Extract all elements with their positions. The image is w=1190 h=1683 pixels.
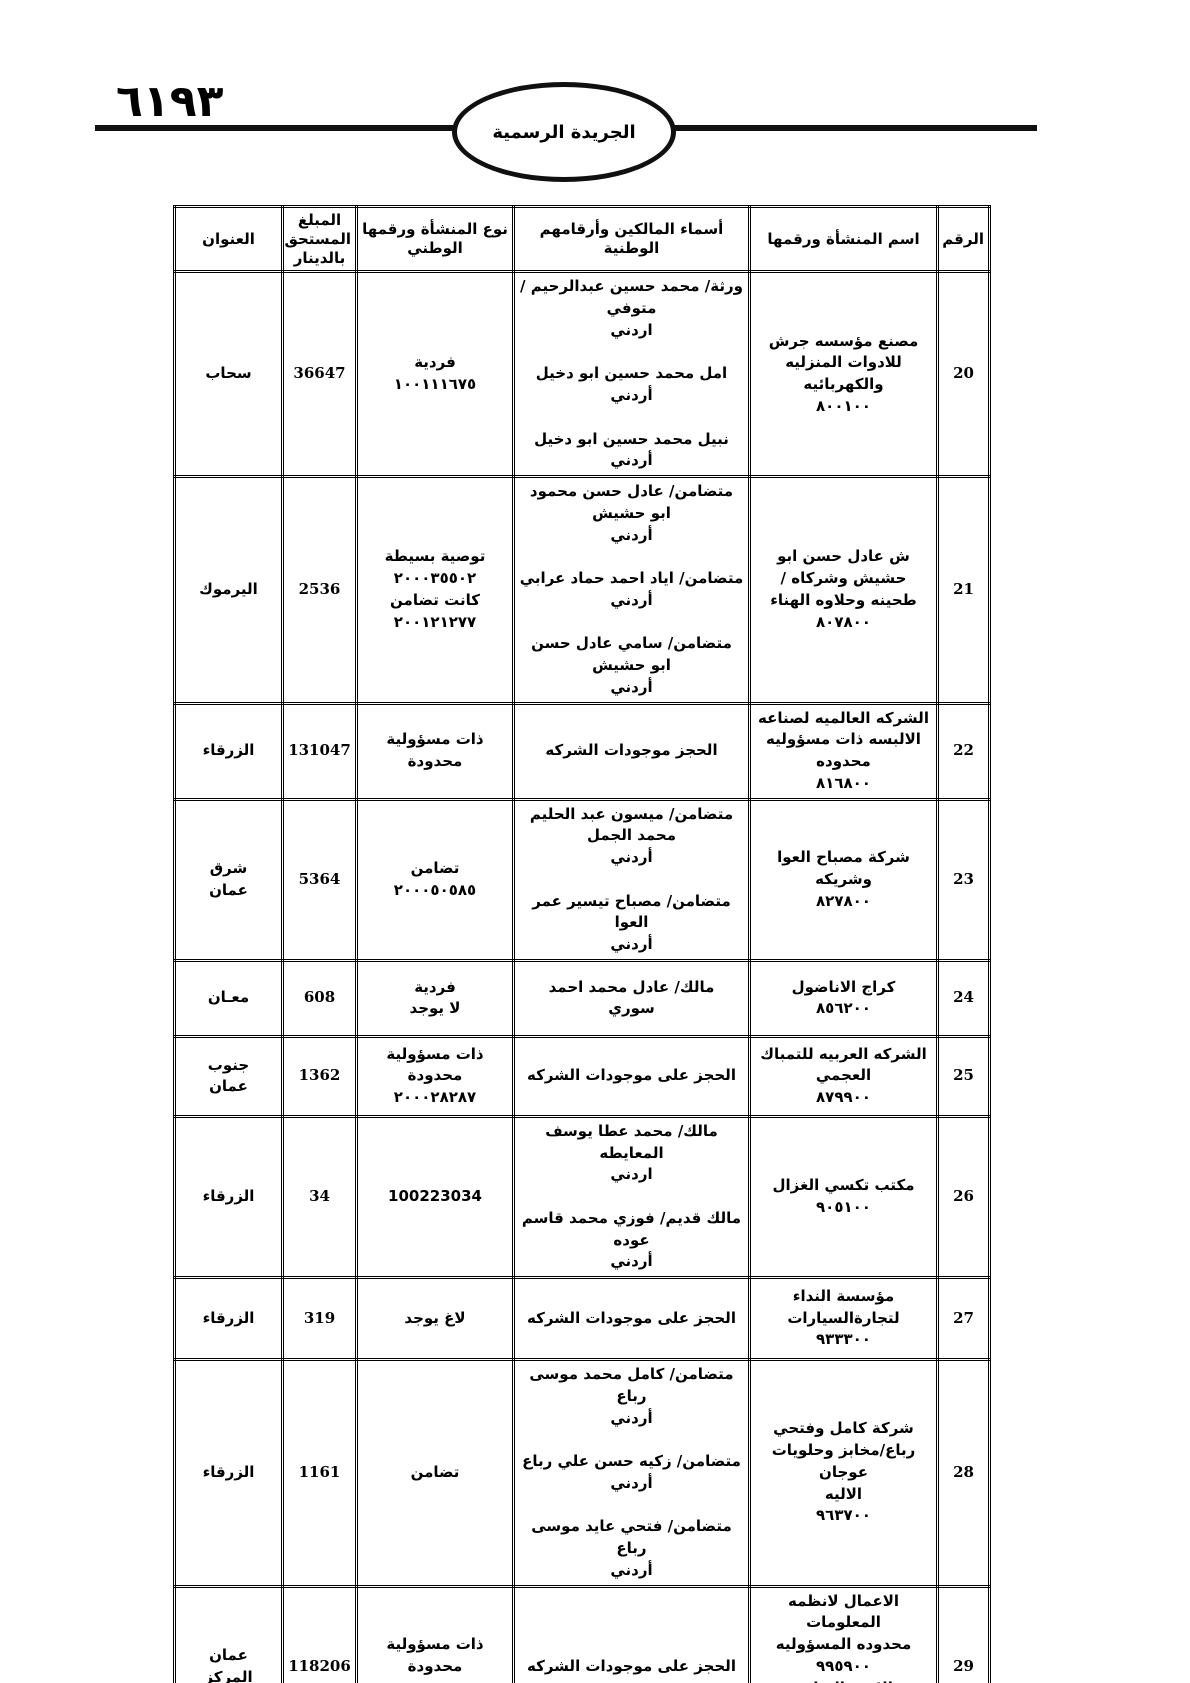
table-row: 27 مؤسسة النداء لتجارةالسيارات ٩٣٣٣٠٠ ال… — [173, 1276, 991, 1361]
table-row: 23 شركة مصباح العوا وشريكه ٨٢٧٨٠٠ متضامن… — [173, 797, 991, 962]
owners-cell: الحجز موجودات الشركه — [512, 701, 751, 801]
establishment-name: مؤسسة النداء لتجارةالسيارات ٩٣٣٣٠٠ — [748, 1276, 939, 1361]
owners-cell: متضامن/ كامل محمد موسى رباع أردني متضامن… — [512, 1358, 751, 1588]
amount-due: 5364 — [281, 797, 358, 962]
row-number: 26 — [936, 1114, 991, 1280]
establishment-name: كراج الاناضول ٨٥٦٢٠٠ — [748, 958, 939, 1038]
owners-cell: الحجز على موجودات الشركه — [512, 1276, 751, 1361]
establishment-type: تضامن ٢٠٠٠٥٠٥٨٥ — [355, 797, 515, 962]
amount-due: 608 — [281, 958, 358, 1038]
establishments-table: الرقم اسم المنشأة ورقمها أسماء المالكين … — [173, 204, 991, 1683]
address-cell: الزرقاء — [173, 1276, 284, 1361]
table-row: 24 كراج الاناضول ٨٥٦٢٠٠ مالك/ عادل محمد … — [173, 958, 991, 1038]
row-number: 22 — [936, 701, 991, 801]
header-owners: أسماء المالكين وأرقامهم الوطنية — [512, 204, 751, 274]
establishment-type: ذات مسؤولية محدودة — [355, 701, 515, 801]
row-number: 23 — [936, 797, 991, 962]
address-cell: الزرقاء — [173, 1358, 284, 1588]
amount-due: 131047 — [281, 701, 358, 801]
owners-cell: مالك/ عادل محمد احمد سوري — [512, 958, 751, 1038]
header-address: العنوان — [173, 204, 284, 274]
address-cell: اليرموك — [173, 475, 284, 705]
gazette-stamp-label: الجريدة الرسمية — [492, 121, 636, 143]
address-cell: الزرقاء — [173, 701, 284, 801]
establishment-type: توصية بسيطة ٢٠٠٠٣٥٥٠٢ كانت تضامن ٢٠٠١٢١٢… — [355, 475, 515, 705]
amount-due: 118206 — [281, 1584, 358, 1683]
establishment-type: فردية لا يوجد — [355, 958, 515, 1038]
row-number: 28 — [936, 1358, 991, 1588]
amount-due: 319 — [281, 1276, 358, 1361]
owners-cell: ورثة/ محمد حسين عبدالرحيم / متوفي اردني … — [512, 270, 751, 478]
gazette-stamp: الجريدة الرسمية — [452, 82, 676, 182]
table-row: 28 شركة كامل وفتحي رباع/مخابز وحلويات عو… — [173, 1358, 991, 1588]
establishment-type: ذات مسؤولية محدودة ٢٠٠٠٤٧٧٥٨ — [355, 1584, 515, 1683]
row-number: 20 — [936, 270, 991, 478]
page-number: ٦١٩٣ — [116, 76, 224, 127]
amount-due: 1161 — [281, 1358, 358, 1588]
table-row: 26 مكتب تكسي الغزال ٩٠٥١٠٠ مالك/ محمد عط… — [173, 1114, 991, 1280]
address-cell: شرق عمان — [173, 797, 284, 962]
establishment-type: فردية ١٠٠١١١٦٧٥ — [355, 270, 515, 478]
establishment-name: مصنع مؤسسه جرش للادوات المنزليه والكهربا… — [748, 270, 939, 478]
table-row: 25 الشركه العربيه للتمباك العجمي ٨٧٩٩٠٠ … — [173, 1034, 991, 1118]
address-cell: الزرقاء — [173, 1114, 284, 1280]
table-row: 21 ش عادل حسن ابو حشيش وشركاه / طحينه وح… — [173, 475, 991, 705]
amount-due: 2536 — [281, 475, 358, 705]
owners-cell: الحجز على موجودات الشركه — [512, 1584, 751, 1683]
establishment-type: ذات مسؤولية محدودة ٢٠٠٠٢٨٢٨٧ — [355, 1034, 515, 1118]
row-number: 27 — [936, 1276, 991, 1361]
amount-due: 34 — [281, 1114, 358, 1280]
row-number: 29 — [936, 1584, 991, 1683]
address-cell: عمان المركز — [173, 1584, 284, 1683]
address-cell: سحاب — [173, 270, 284, 478]
amount-due: 1362 — [281, 1034, 358, 1118]
header-type: نوع المنشأة ورقمها الوطني — [355, 204, 515, 274]
establishment-type: لاغ يوجد — [355, 1276, 515, 1361]
owners-cell: متضامن/ ميسون عبد الحليم محمد الجمل أردن… — [512, 797, 751, 962]
establishment-name: مكتب تكسي الغزال ٩٠٥١٠٠ — [748, 1114, 939, 1280]
establishment-name: شركة كامل وفتحي رباع/مخابز وحلويات عوجان… — [748, 1358, 939, 1588]
header-establishment: اسم المنشأة ورقمها — [748, 204, 939, 274]
header-amount: المبلغ المستحق بالدينار — [281, 204, 358, 274]
owners-cell: مالك/ محمد عطا يوسف المعايطه اردني مالك … — [512, 1114, 751, 1280]
row-number: 25 — [936, 1034, 991, 1118]
address-cell: جنوب عمان — [173, 1034, 284, 1118]
establishment-type: تضامن — [355, 1358, 515, 1588]
establishment-type: 100223034 — [355, 1114, 515, 1280]
owners-cell: الحجز على موجودات الشركه — [512, 1034, 751, 1118]
establishment-name: الاعمال لانظمه المعلومات محدوده المسؤولي… — [748, 1584, 939, 1683]
table-row: 29 الاعمال لانظمه المعلومات محدوده المسؤ… — [173, 1584, 991, 1683]
establishment-name: ش عادل حسن ابو حشيش وشركاه / طحينه وحلاو… — [748, 475, 939, 705]
table-header-row: الرقم اسم المنشأة ورقمها أسماء المالكين … — [173, 204, 991, 274]
establishment-name: شركة مصباح العوا وشريكه ٨٢٧٨٠٠ — [748, 797, 939, 962]
header-num: الرقم — [936, 204, 991, 274]
amount-due: 36647 — [281, 270, 358, 478]
establishment-name: الشركه العالميه لصناعه الالبسه ذات مسؤول… — [748, 701, 939, 801]
row-number: 21 — [936, 475, 991, 705]
table-row: 20 مصنع مؤسسه جرش للادوات المنزليه والكه… — [173, 270, 991, 478]
address-cell: معـان — [173, 958, 284, 1038]
owners-cell: متضامن/ عادل حسن محمود ابو حشيش أردني مت… — [512, 475, 751, 705]
row-number: 24 — [936, 958, 991, 1038]
table-row: 22 الشركه العالميه لصناعه الالبسه ذات مس… — [173, 701, 991, 801]
establishment-name: الشركه العربيه للتمباك العجمي ٨٧٩٩٠٠ — [748, 1034, 939, 1118]
